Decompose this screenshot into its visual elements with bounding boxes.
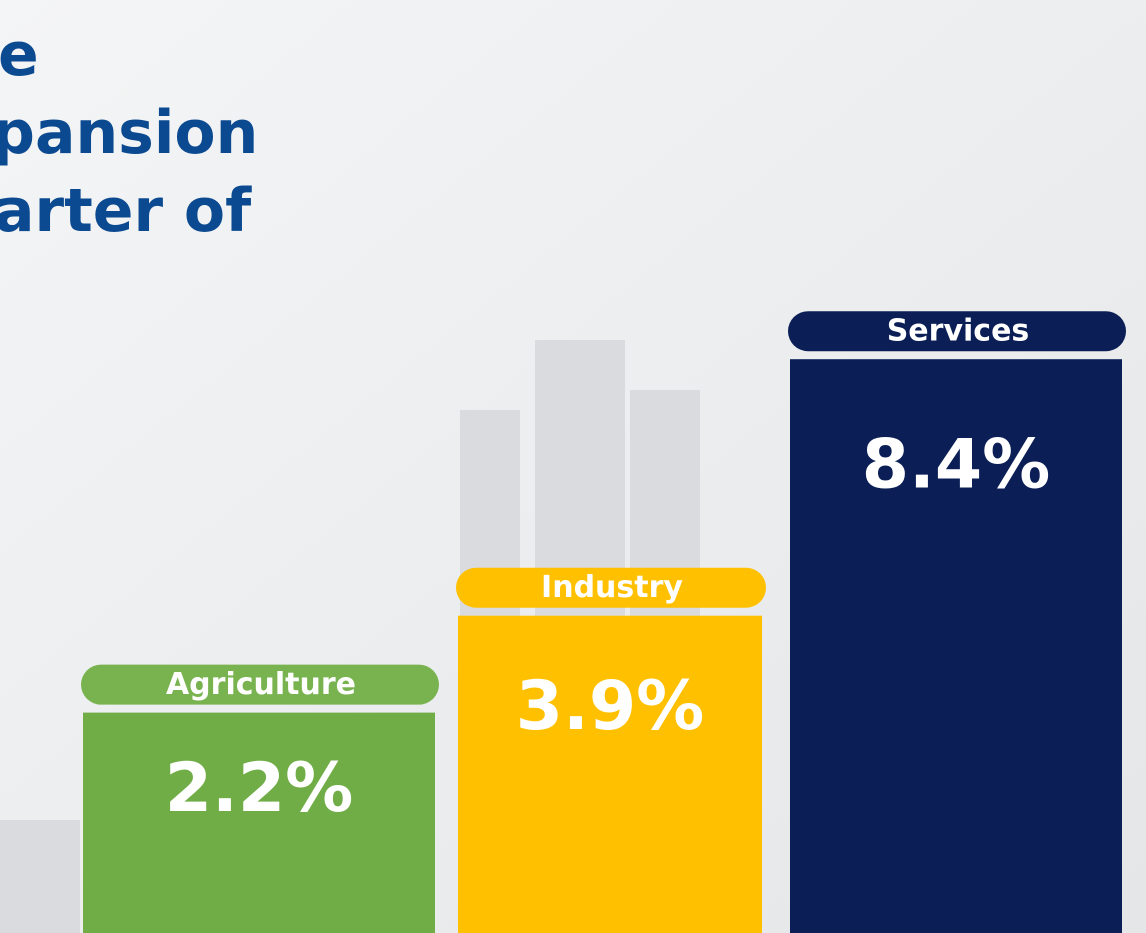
bar — [790, 359, 1122, 933]
chart-title: e — [0, 20, 39, 90]
bar — [83, 712, 435, 933]
value-label: 3.9% — [516, 667, 705, 746]
category-pill — [456, 567, 766, 608]
city-skyline — [0, 340, 700, 933]
chart-title: pansion — [0, 98, 258, 168]
category-pill — [81, 664, 439, 705]
value-label: 2.2% — [165, 749, 354, 828]
bar — [458, 615, 762, 933]
category-label: Industry — [541, 570, 683, 605]
chart-title: arter of — [0, 176, 252, 246]
value-label: 8.4% — [862, 426, 1051, 505]
category-label: Services — [887, 314, 1030, 349]
category-pill — [788, 311, 1126, 352]
category-label: Agriculture — [166, 667, 356, 702]
